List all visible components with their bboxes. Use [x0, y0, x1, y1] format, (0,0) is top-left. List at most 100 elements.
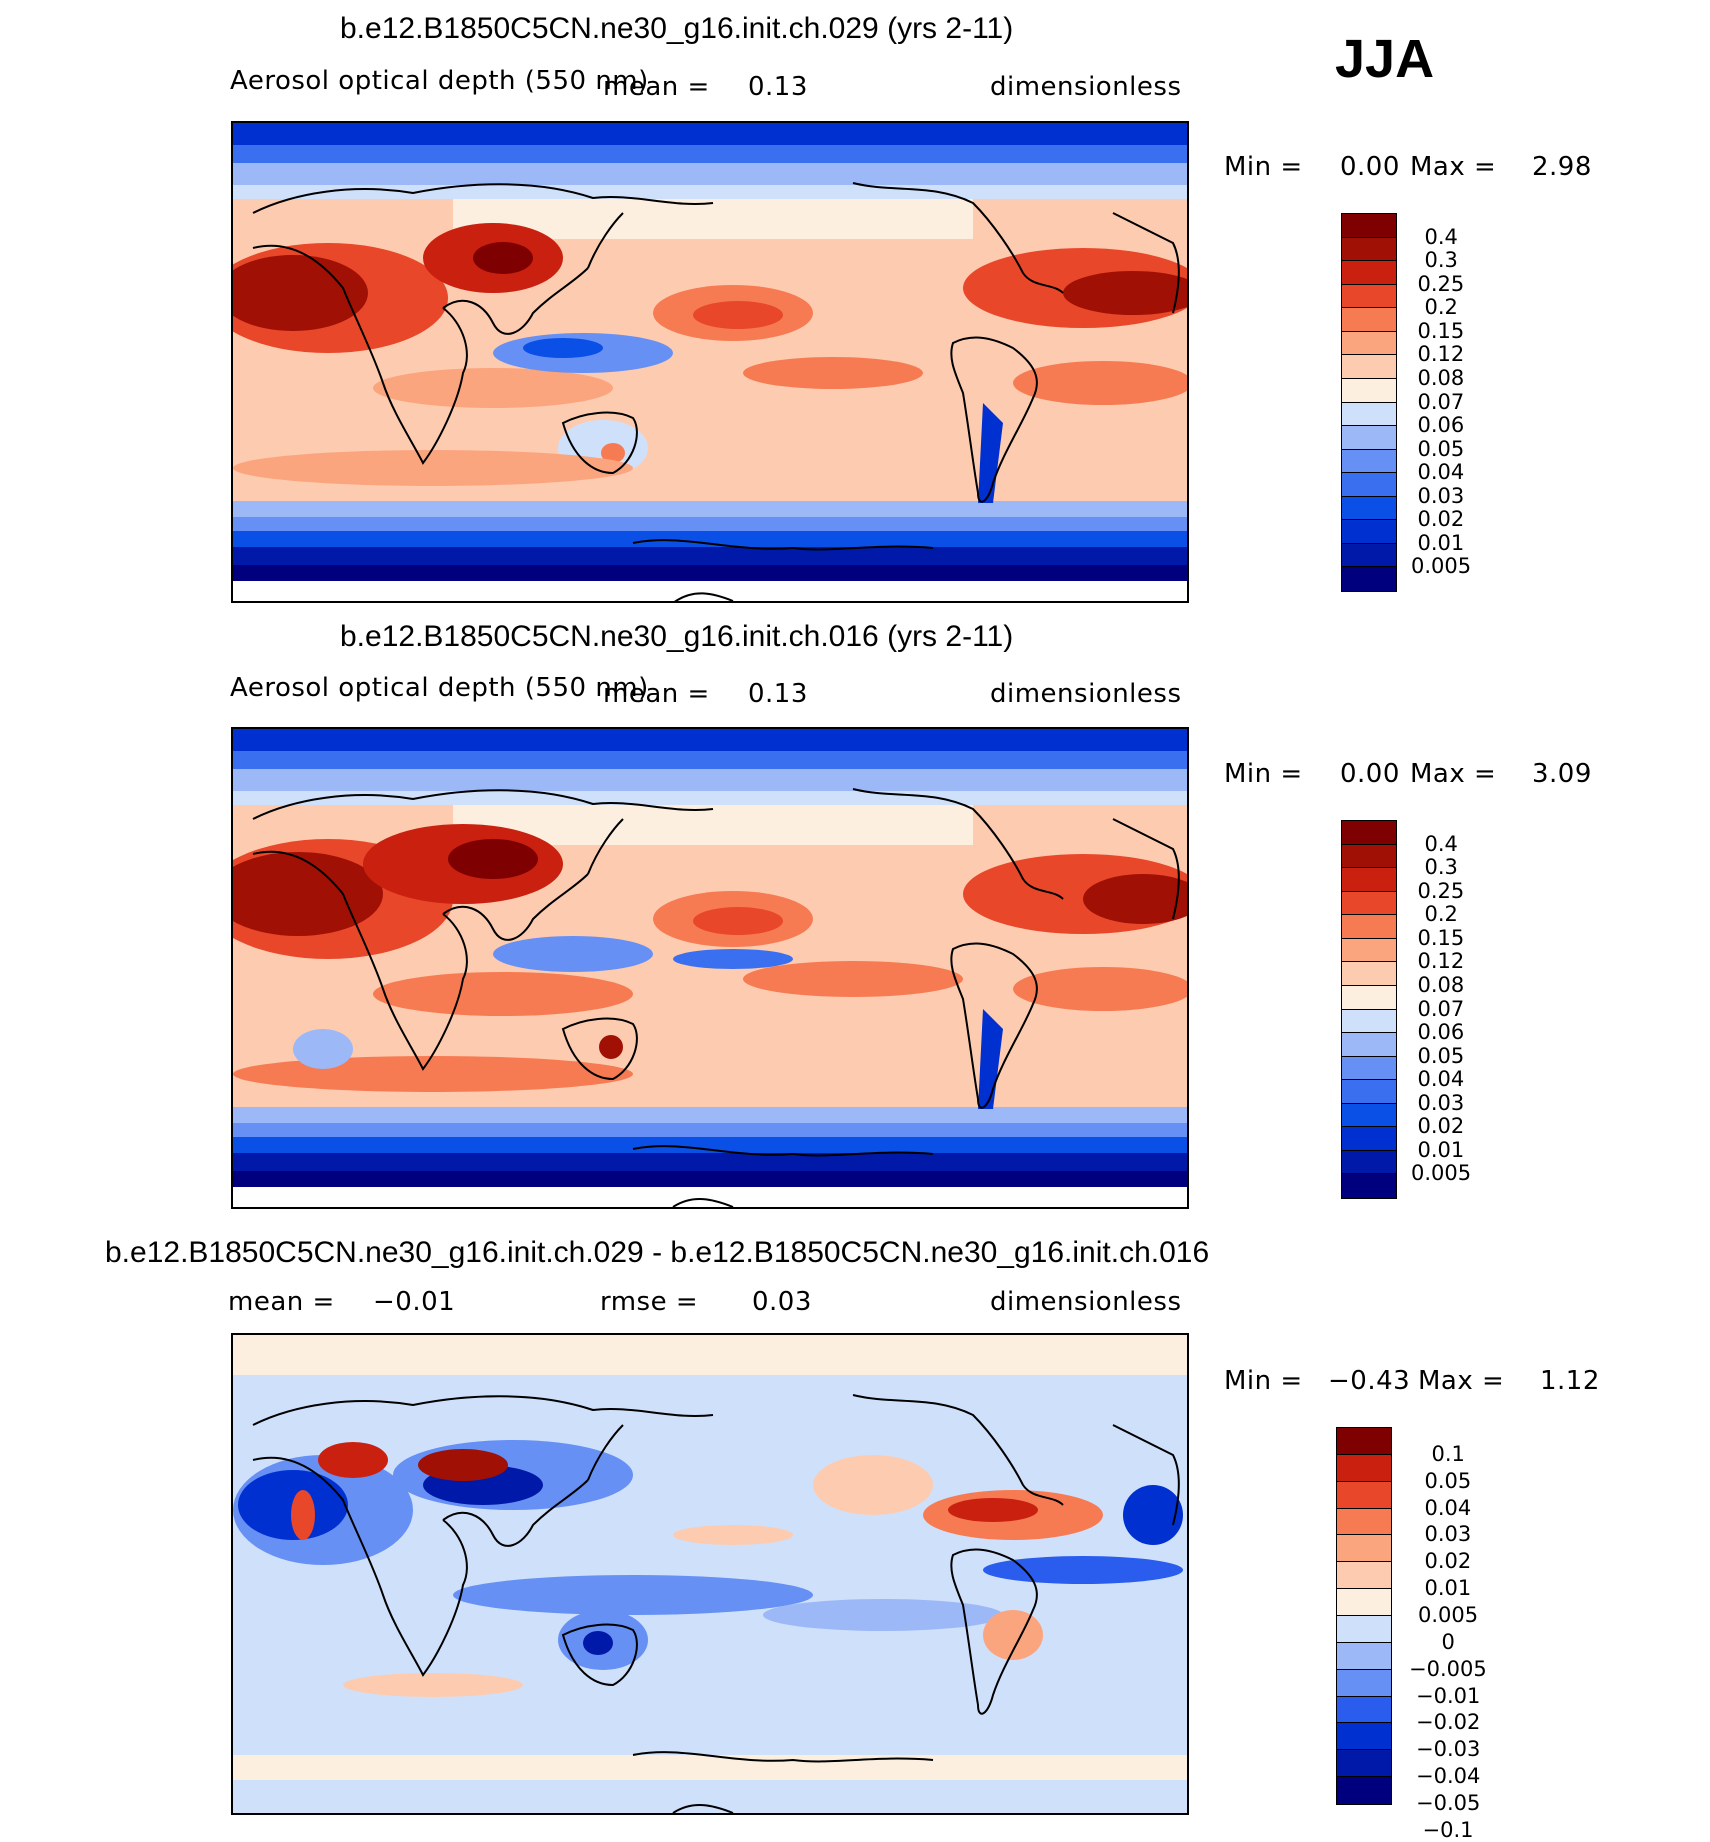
panel-3-map-svg — [233, 1335, 1187, 1813]
colorbar-segment — [1342, 821, 1396, 845]
colorbar-tick-label: 0 — [1441, 1629, 1455, 1654]
colorbar-segment — [1337, 1589, 1391, 1616]
colorbar-segment — [1337, 1750, 1391, 1778]
colorbar-segment — [1342, 261, 1396, 285]
colorbar-tick-label: 0.12 — [1417, 949, 1465, 974]
panel-2-colorbar — [1341, 820, 1397, 1199]
colorbar-tick-label: 0.08 — [1417, 365, 1465, 390]
colorbar-segment — [1342, 985, 1396, 1010]
panel-2-map — [231, 727, 1189, 1209]
colorbar-tick-label: 0.25 — [1417, 271, 1465, 296]
colorbar-tick-label: 0.25 — [1417, 878, 1465, 903]
colorbar-segment — [1337, 1642, 1391, 1670]
colorbar-tick-label: 0.3 — [1424, 248, 1458, 273]
panel-2-min-value: 0.00 — [1340, 759, 1400, 789]
colorbar-segment — [1337, 1562, 1391, 1590]
colorbar-segment — [1342, 1033, 1396, 1057]
panel-3-mean-value: −0.01 — [373, 1287, 456, 1317]
panel-1-max-value: 2.98 — [1532, 152, 1592, 182]
panel-3-map — [231, 1333, 1189, 1815]
season-label: JJA — [1335, 29, 1435, 89]
panel-1-min-value: 0.00 — [1340, 152, 1400, 182]
colorbar-segment — [1337, 1508, 1391, 1536]
panel-2-title: b.e12.B1850C5CN.ne30_g16.init.ch.016 (yr… — [340, 620, 1014, 653]
colorbar-segment — [1342, 1127, 1396, 1151]
colorbar-tick-label: 0.02 — [1424, 1549, 1472, 1574]
panel-2-mean-label: mean = — [603, 679, 710, 709]
colorbar-segment — [1342, 473, 1396, 497]
colorbar-tick-label: 0.12 — [1417, 342, 1465, 367]
panel-1-mean-label: mean = — [603, 72, 710, 102]
colorbar-tick-label: 0.08 — [1417, 972, 1465, 997]
colorbar-segment — [1342, 891, 1396, 916]
colorbar-segment — [1342, 1174, 1396, 1198]
panel-2-map-svg — [233, 729, 1187, 1207]
colorbar-tick-label: 0.005 — [1418, 1603, 1479, 1627]
colorbar-tick-label: 0.05 — [1424, 1468, 1472, 1493]
panel-1-map — [231, 121, 1189, 603]
colorbar-segment — [1342, 402, 1396, 427]
colorbar-segment — [1342, 426, 1396, 450]
panel-3-rmse-label: rmse = — [600, 1287, 699, 1317]
colorbar-segment — [1342, 1056, 1396, 1081]
colorbar-segment — [1342, 567, 1396, 591]
colorbar-tick-label: −0.03 — [1416, 1737, 1481, 1762]
panel-3-min-label: Min = — [1224, 1366, 1303, 1396]
panel-2-variable-label: Aerosol optical depth (550 nm) — [230, 673, 649, 703]
colorbar-tick-label: 0.02 — [1417, 507, 1465, 532]
colorbar-tick-label: 0.05 — [1417, 436, 1465, 461]
panel-3-coastlines — [252, 1394, 1180, 1813]
colorbar-tick-label: −0.1 — [1422, 1817, 1474, 1842]
colorbar-segment — [1342, 378, 1396, 403]
colorbar-tick-label: 0.005 — [1411, 554, 1472, 579]
colorbar-tick-label: 0.01 — [1424, 1576, 1472, 1601]
colorbar-tick-label: 0.06 — [1417, 413, 1465, 438]
panel-2-coastlines — [252, 788, 1180, 1207]
colorbar-segment — [1342, 1080, 1396, 1104]
colorbar-tick-label: 0.07 — [1417, 389, 1465, 414]
colorbar-segment — [1337, 1428, 1391, 1455]
colorbar-tick-label: −0.01 — [1416, 1683, 1481, 1708]
colorbar-segment — [1342, 915, 1396, 939]
colorbar-segment — [1342, 1150, 1396, 1175]
colorbar-tick-label: 0.03 — [1417, 483, 1465, 508]
colorbar-segment — [1337, 1454, 1391, 1482]
colorbar-segment — [1342, 962, 1396, 986]
colorbar-segment — [1342, 1009, 1396, 1034]
colorbar-tick-label: 0.4 — [1424, 831, 1458, 856]
colorbar-segment — [1337, 1723, 1391, 1751]
panel-1-max-label: Max = — [1410, 152, 1497, 182]
colorbar-tick-label: 0.3 — [1424, 855, 1458, 880]
colorbar-segment — [1337, 1777, 1391, 1804]
colorbar-segment — [1342, 214, 1396, 238]
colorbar-tick-label: 0.15 — [1417, 318, 1465, 343]
colorbar-segment — [1342, 844, 1396, 869]
colorbar-tick-label: 0.4 — [1424, 224, 1458, 249]
colorbar-segment — [1337, 1696, 1391, 1724]
colorbar-segment — [1337, 1535, 1391, 1563]
panel-1-coastlines — [252, 182, 1180, 601]
panel-3-colorbar — [1336, 1427, 1392, 1805]
colorbar-segment — [1342, 284, 1396, 309]
panel-3-min-value: −0.43 — [1328, 1366, 1411, 1396]
colorbar-segment — [1342, 496, 1396, 521]
colorbar-segment — [1342, 543, 1396, 568]
colorbar-tick-label: 0.2 — [1424, 902, 1458, 927]
colorbar-segment — [1342, 1103, 1396, 1128]
colorbar-tick-label: 0.05 — [1417, 1043, 1465, 1068]
colorbar-tick-label: 0.15 — [1417, 925, 1465, 950]
colorbar-tick-label: 0.07 — [1417, 996, 1465, 1021]
colorbar-segment — [1337, 1669, 1391, 1697]
colorbar-tick-label: 0.02 — [1417, 1114, 1465, 1139]
panel-1-title: b.e12.B1850C5CN.ne30_g16.init.ch.029 (yr… — [340, 12, 1014, 45]
colorbar-segment — [1342, 938, 1396, 963]
colorbar-segment — [1342, 237, 1396, 262]
panel-3-units: dimensionless — [990, 1287, 1182, 1317]
panel-2-units: dimensionless — [990, 679, 1182, 709]
panel-3-max-label: Max = — [1418, 1366, 1505, 1396]
colorbar-segment — [1342, 868, 1396, 892]
panel-2-mean-value: 0.13 — [748, 679, 808, 709]
panel-2-min-label: Min = — [1224, 759, 1303, 789]
colorbar-tick-label: 0.2 — [1424, 295, 1458, 320]
colorbar-segment — [1342, 308, 1396, 332]
